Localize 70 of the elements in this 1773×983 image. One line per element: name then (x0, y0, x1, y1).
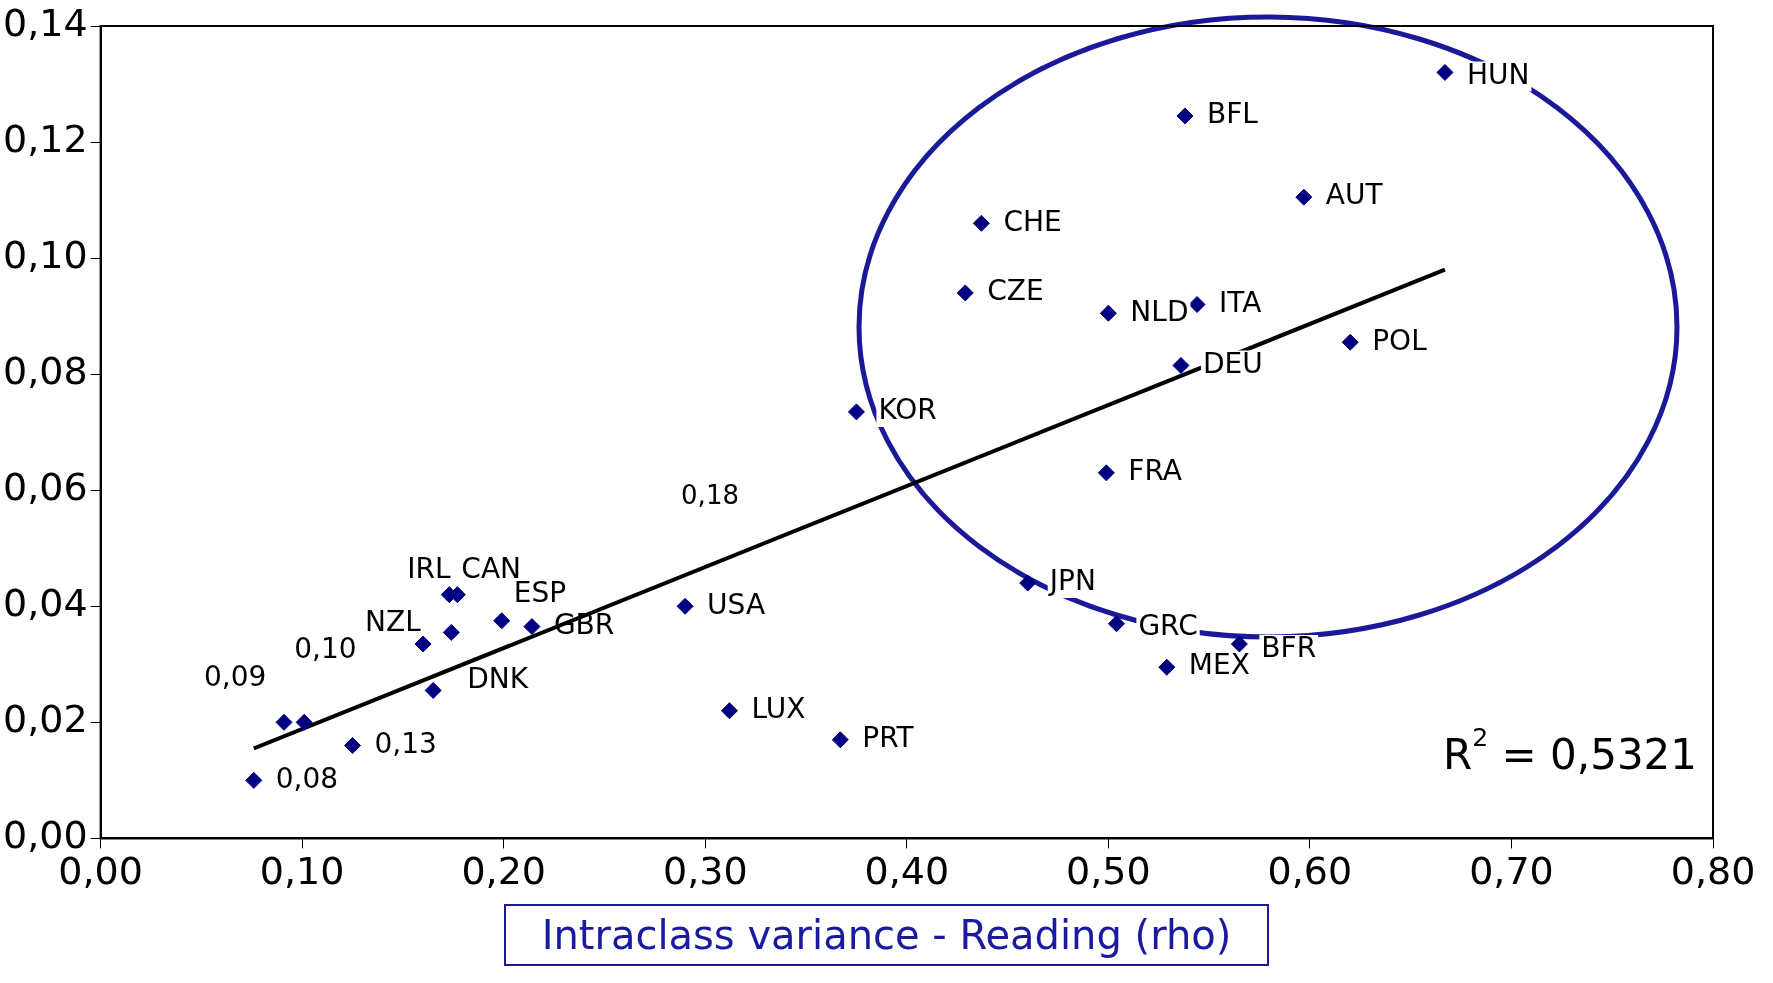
point (442, 623, 460, 641)
x-axis-title: Intraclass variance - Reading (rho) (503, 904, 1270, 966)
point (1230, 635, 1248, 653)
point (1436, 63, 1454, 81)
annotation: DEU (1202, 346, 1263, 380)
annotation: 0,08 (275, 761, 339, 795)
y-tick-label: 0,06 (3, 465, 88, 510)
point (720, 702, 738, 720)
annotation: BFR (1261, 631, 1317, 665)
annotation: GRC (1138, 608, 1198, 642)
point (295, 713, 313, 731)
point (1172, 356, 1190, 374)
annotation: MEX (1188, 648, 1250, 682)
point (847, 403, 865, 421)
x-tick-label: 0,60 (1267, 849, 1353, 894)
point (956, 284, 974, 302)
point (424, 681, 442, 699)
annotation: 0,13 (374, 726, 437, 760)
x-tick-label: 0,50 (1066, 849, 1151, 894)
annotation: 0,10 (294, 631, 357, 665)
annotation: POL (1372, 323, 1428, 357)
annotation: JPN (1047, 564, 1096, 598)
annotation: ITA (1219, 285, 1262, 319)
point (414, 635, 432, 653)
point (523, 618, 541, 636)
x-tick-label: 0,10 (259, 849, 345, 894)
point (1295, 188, 1313, 206)
point (972, 214, 990, 232)
y-tick-label: 0,02 (3, 697, 88, 742)
x-tick-label: 0,20 (461, 849, 547, 894)
point (1099, 304, 1117, 322)
point (1097, 464, 1115, 482)
annotation: CHE (1003, 204, 1062, 238)
x-tick-label: 0,80 (1670, 849, 1756, 894)
point (676, 597, 694, 615)
annotation: 0,09 (204, 659, 267, 693)
annotation: NZL (365, 605, 422, 639)
annotation: PRT (862, 721, 915, 755)
point (245, 771, 263, 789)
annotation: AUT (1325, 178, 1384, 212)
annotation: FRA (1128, 454, 1182, 488)
annotation: HUN (1466, 57, 1530, 91)
x-tick-label: 0,00 (58, 849, 143, 894)
annotation: CZE (987, 274, 1044, 308)
y-tick-label: 0,10 (3, 232, 88, 277)
x-tick-label: 0,40 (864, 849, 950, 894)
point (831, 731, 849, 749)
x-tick-label: 0,30 (662, 849, 748, 894)
point (344, 737, 362, 755)
point (1019, 574, 1037, 592)
y-tick-label: 0,12 (3, 116, 88, 161)
point (1341, 333, 1359, 351)
point (1107, 615, 1125, 633)
annotation: DNK (467, 661, 529, 695)
y-tick-label: 0,14 (3, 0, 88, 45)
annotation: 0,18 (681, 479, 739, 510)
point (1158, 658, 1176, 676)
annotation: BFL (1206, 97, 1259, 131)
annotation: KOR (878, 393, 937, 427)
x-tick-label: 0,70 (1469, 849, 1554, 894)
point (1176, 107, 1194, 125)
y-tick-label: 0,08 (3, 349, 88, 394)
point (493, 612, 511, 630)
point (1188, 296, 1206, 314)
annotation: IRL (407, 551, 451, 585)
annotation: NLD (1130, 294, 1189, 328)
annotation: LUX (751, 692, 806, 726)
point (275, 713, 293, 731)
annotation: USA (707, 587, 766, 621)
y-tick-label: 0,04 (3, 581, 88, 626)
